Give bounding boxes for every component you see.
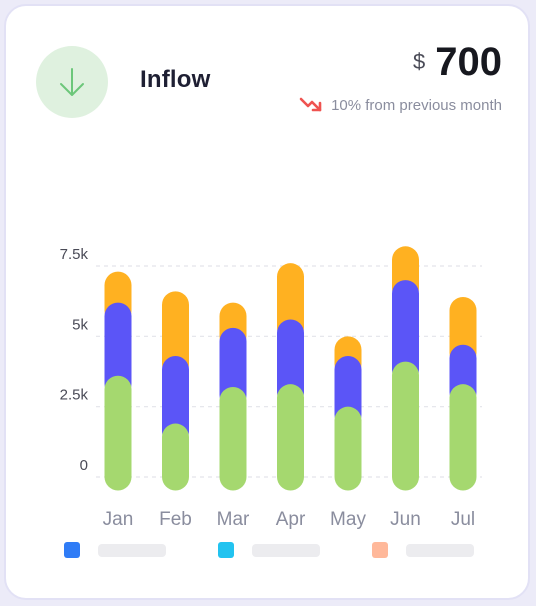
legend-label-placeholder-1 — [98, 543, 166, 557]
bar-jul-segment-1 — [449, 384, 477, 491]
amount-display: $ 700 — [413, 42, 502, 82]
change-indicator: 10% from previous month — [299, 96, 502, 114]
legend-item-2[interactable] — [218, 542, 320, 558]
x-tick-label-apr: Apr — [276, 509, 306, 530]
x-tick-label-jun: Jun — [390, 509, 421, 530]
bar-jan-segment-1 — [104, 375, 132, 491]
y-tick-label-3: 7.5k — [60, 246, 89, 263]
bar-jan-segment-2 — [104, 302, 132, 398]
amount-value: 700 — [435, 40, 502, 84]
bar-mar-segment-1 — [219, 386, 247, 491]
y-tick-label-1: 2.5k — [60, 387, 89, 404]
bar-may-segment-1 — [334, 406, 362, 491]
x-tick-label-jan: Jan — [103, 509, 134, 530]
legend-item-3[interactable] — [372, 542, 474, 558]
bar-apr-segment-2 — [277, 319, 304, 406]
bar-apr-segment-1 — [277, 384, 304, 491]
legend-label-placeholder-3 — [406, 543, 474, 557]
legend-swatch-3 — [372, 542, 388, 558]
y-tick-label-0: 0 — [80, 457, 88, 474]
x-tick-label-may: May — [330, 509, 366, 530]
currency-symbol: $ — [413, 49, 426, 74]
y-tick-label-2: 5k — [72, 316, 88, 333]
legend-swatch-1 — [64, 542, 80, 558]
bar-feb-segment-2 — [162, 356, 189, 446]
card-title: Inflow — [140, 66, 211, 93]
bar-jun-segment-1 — [392, 361, 419, 491]
legend-swatch-2 — [218, 542, 234, 558]
change-text: 10% from previous month — [331, 96, 502, 114]
trend-down-icon — [299, 97, 322, 112]
x-tick-label-feb: Feb — [159, 509, 192, 530]
x-tick-label-mar: Mar — [217, 509, 250, 530]
bar-feb-segment-1 — [162, 423, 189, 491]
bar-mar-segment-2 — [219, 327, 247, 409]
legend-item-1[interactable] — [64, 542, 166, 558]
legend-label-placeholder-2 — [252, 543, 320, 557]
bar-feb-segment-3 — [162, 291, 189, 378]
inflow-card: Inflow $ 700 10% from previous month — [4, 4, 530, 600]
x-tick-label-jul: Jul — [451, 509, 475, 530]
arrow-down-icon — [36, 46, 108, 118]
bar-jun-segment-2 — [392, 280, 419, 384]
